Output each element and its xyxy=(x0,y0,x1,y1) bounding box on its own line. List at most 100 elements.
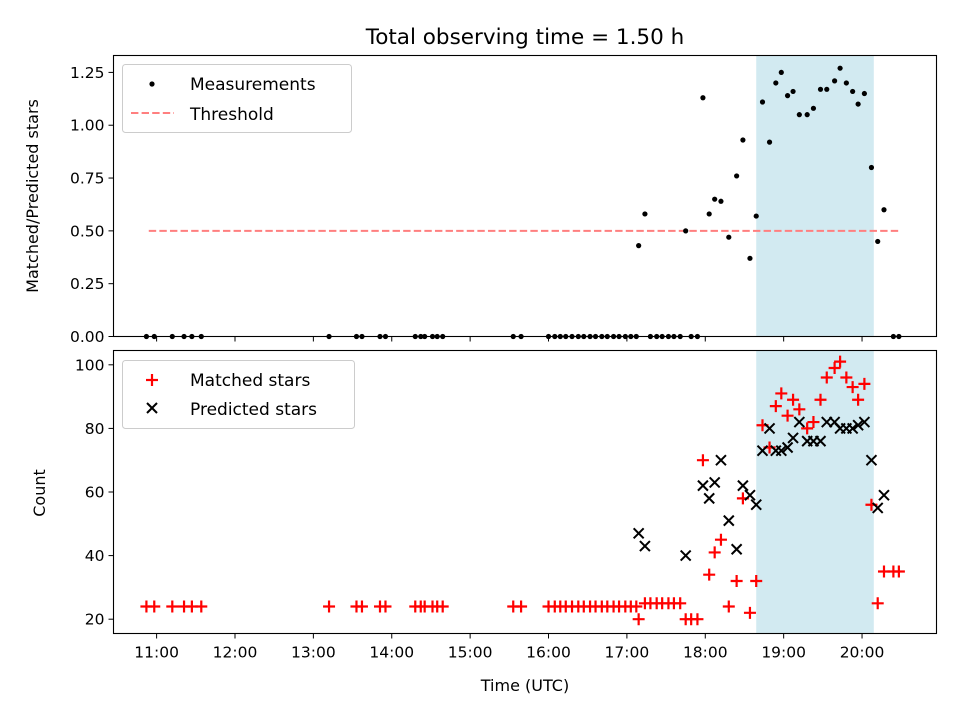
predicted-star-point xyxy=(744,489,756,501)
predicted-star-point xyxy=(639,540,651,552)
legend-matched-marker xyxy=(146,374,158,386)
matched-star-point xyxy=(691,613,704,626)
count-x-tick-label: 15:00 xyxy=(448,644,493,662)
measurement-point xyxy=(778,69,784,76)
measurement-point xyxy=(753,213,759,219)
matched-star-point xyxy=(674,597,687,610)
predicted-star-point xyxy=(852,419,864,431)
predicted-star-point xyxy=(723,514,735,527)
matched-star-point xyxy=(166,600,179,613)
matched-star-point xyxy=(696,454,709,467)
matched-star-point xyxy=(793,403,806,416)
matched-star-point xyxy=(323,600,336,613)
measurement-point xyxy=(718,198,724,204)
matched-star-point xyxy=(708,546,721,559)
count-panel: 20 40 60 80 100 11:00 12:00 13:00 14:00 15:00 16:… xyxy=(30,349,938,695)
predicted-stars-points xyxy=(632,416,890,562)
measurement-point xyxy=(817,86,824,92)
predicted-star-point xyxy=(750,499,762,511)
ratio-y-tick-label: 1.00 xyxy=(70,117,105,135)
measurement-point xyxy=(683,228,689,234)
measurement-point xyxy=(875,238,881,245)
ratio-y-tick-label: 0.00 xyxy=(70,328,105,346)
legend-predicted-marker xyxy=(146,402,158,414)
ratio-axes-frame xyxy=(112,54,938,338)
measurement-point xyxy=(804,112,810,118)
ratio-highlight-span xyxy=(756,55,874,337)
count-x-tick-label: 17:00 xyxy=(605,644,650,662)
count-highlight-span xyxy=(756,350,874,634)
matched-star-point xyxy=(750,575,763,588)
measurement-point xyxy=(700,95,706,101)
count-x-tick-label: 19:00 xyxy=(761,644,806,662)
matched-star-point xyxy=(787,393,800,406)
ratio-y-tick-label: 0.75 xyxy=(70,170,105,188)
ratio-legend-box xyxy=(122,64,352,133)
legend-measurements-marker xyxy=(149,81,155,87)
matched-star-point xyxy=(148,600,161,613)
count-legend: Matched stars Predicted stars xyxy=(122,360,355,429)
ratio-y-tick-label: 0.25 xyxy=(70,275,105,293)
predicted-star-point xyxy=(703,492,715,505)
matched-star-point xyxy=(195,600,208,613)
measurement-point xyxy=(642,211,648,217)
measurement-point xyxy=(636,243,642,249)
predicted-star-point xyxy=(632,527,645,540)
count-x-tick-label: 13:00 xyxy=(291,644,336,662)
matched-star-point xyxy=(379,600,392,613)
measurement-point xyxy=(881,207,887,213)
matched-star-point xyxy=(807,416,820,429)
measurement-point xyxy=(759,99,766,105)
ratio-legend: Measurements Threshold xyxy=(122,64,352,133)
matched-star-point xyxy=(355,600,368,613)
count-x-tick-label: 12:00 xyxy=(213,644,258,662)
count-y-tick-label: 60 xyxy=(85,484,105,502)
predicted-star-point xyxy=(865,454,878,466)
matched-star-point xyxy=(801,422,814,435)
ratio-x-ticks xyxy=(156,336,863,342)
measurement-point xyxy=(726,234,732,240)
measurement-point xyxy=(855,101,861,107)
measurement-point xyxy=(773,80,779,86)
matched-star-point xyxy=(814,393,827,406)
x-axis-label: Time (UTC) xyxy=(480,676,569,695)
measurement-point xyxy=(837,65,843,71)
matched-stars-points xyxy=(140,355,905,626)
matched-star-point xyxy=(769,400,782,413)
count-x-tick-label: 11:00 xyxy=(134,644,179,662)
figure-title: Total observing time = 1.50 h xyxy=(365,25,685,50)
count-y-tick-label: 40 xyxy=(85,547,105,565)
predicted-star-point xyxy=(787,432,799,444)
measurement-point xyxy=(843,80,849,86)
count-legend-box xyxy=(122,360,355,429)
matched-star-point xyxy=(515,600,528,613)
count-y-ticks: 20 40 60 80 100 xyxy=(75,356,114,629)
matched-star-point xyxy=(743,606,756,619)
ratio-y-tick-label: 1.25 xyxy=(70,64,105,82)
measurement-point xyxy=(712,196,718,202)
legend-matched-label: Matched stars xyxy=(190,371,310,391)
matched-star-point xyxy=(781,409,794,422)
matched-star-point xyxy=(630,600,643,613)
legend-predicted-label: Predicted stars xyxy=(190,400,317,420)
measurement-point xyxy=(850,88,856,95)
predicted-star-point xyxy=(763,422,776,435)
predicted-star-point xyxy=(697,479,709,492)
matched-star-point xyxy=(892,565,905,578)
count-y-axis-label: Count xyxy=(30,469,49,517)
measurement-point xyxy=(766,139,773,145)
count-y-tick-label: 100 xyxy=(75,356,105,374)
matched-star-point xyxy=(840,371,853,384)
matched-star-point xyxy=(834,355,847,368)
matched-star-point xyxy=(722,600,735,613)
predicted-star-point xyxy=(814,435,827,447)
legend-measurements-label: Measurements xyxy=(190,75,316,95)
count-x-tick-label: 16:00 xyxy=(526,644,571,662)
count-x-tick-label: 18:00 xyxy=(683,644,728,662)
matched-star-point xyxy=(820,371,833,384)
legend-threshold-label: Threshold xyxy=(189,105,274,125)
predicted-star-point xyxy=(756,444,769,457)
predicted-star-point xyxy=(846,422,859,435)
ratio-panel: 0.00 0.25 0.50 0.75 1.00 1.25 Matched/Predict… xyxy=(23,54,938,346)
